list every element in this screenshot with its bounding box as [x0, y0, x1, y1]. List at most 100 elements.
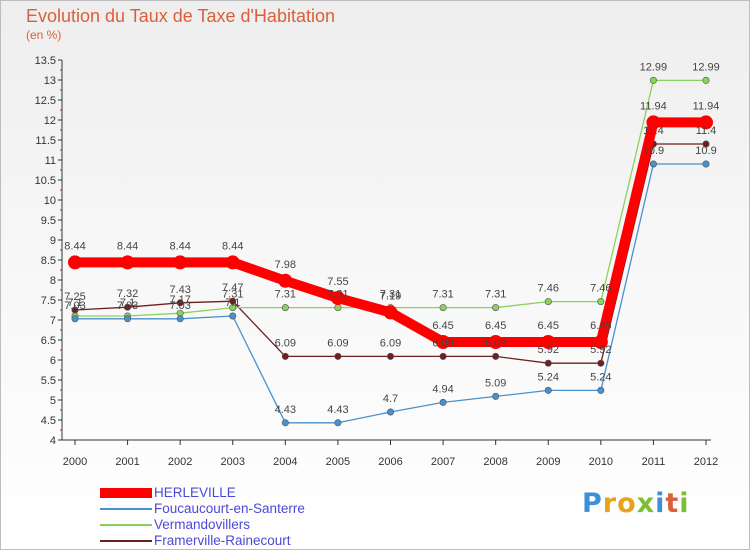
legend-label: HERLEVILLE — [154, 485, 236, 500]
legend-item: Foucaucourt-en-Santerre — [100, 501, 400, 517]
data-label: 4.94 — [432, 383, 453, 395]
y-tick-label: 8.5 — [41, 255, 56, 267]
x-tick-label: 2002 — [168, 456, 192, 468]
data-point — [281, 304, 289, 312]
data-label: 6.45 — [485, 320, 506, 332]
legend-swatch — [100, 524, 152, 526]
data-label: 8.44 — [169, 240, 190, 252]
line-chart: 4 4.5 5 5.5 6 6.5 7 7.5 8 8.5 9 9.5 10 10.5 11 11.5 12 12… — [35, 55, 720, 468]
data-label: 7.31 — [485, 289, 506, 301]
data-point — [492, 352, 500, 360]
data-point — [229, 304, 237, 312]
data-point — [173, 255, 188, 270]
data-label: 6.09 — [380, 337, 401, 349]
x-tick-label: 2003 — [221, 456, 245, 468]
data-label: 10.9 — [695, 145, 716, 157]
y-tick-label: 7.5 — [41, 295, 56, 307]
y-tick-label: 5 — [50, 395, 56, 407]
data-point — [176, 299, 184, 307]
x-tick-label: 2008 — [483, 456, 507, 468]
data-point — [544, 386, 552, 394]
legend-item: Framerville-Rainecourt — [100, 533, 400, 549]
proxiti-logo: Proxiti — [582, 488, 690, 519]
data-point — [383, 305, 398, 320]
data-point — [330, 291, 345, 305]
x-tick-label: 2001 — [115, 456, 139, 468]
y-tick-label: 9 — [50, 235, 56, 247]
data-point — [334, 419, 342, 427]
data-label: 5.92 — [590, 344, 611, 356]
chart-title: Evolution du Taux de Taxe d'Habitation — [26, 6, 335, 26]
y-tick-label: 13.5 — [35, 55, 56, 67]
data-point — [71, 315, 79, 323]
data-label: 7.17 — [169, 294, 190, 306]
data-point — [281, 352, 289, 360]
y-tick-label: 6 — [50, 355, 56, 367]
data-point — [439, 352, 447, 360]
data-label: 6.09 — [485, 337, 506, 349]
data-label: 7.03 — [117, 300, 138, 312]
data-label: 6.45 — [590, 320, 611, 332]
logo-letter: x — [636, 488, 656, 519]
x-tick-label: 2007 — [431, 456, 455, 468]
y-tick-label: 11.5 — [35, 135, 56, 147]
legend-item: HERLEVILLE — [100, 485, 400, 501]
y-tick-label: 7 — [50, 315, 56, 327]
chart-unit: (en %) — [26, 28, 62, 42]
y-tick-label: 11 — [45, 155, 56, 167]
y-tick-label: 9.5 — [41, 215, 56, 227]
y-tick-label: 4.5 — [41, 415, 56, 427]
x-tick-label: 2005 — [326, 456, 350, 468]
data-label: 4.7 — [383, 393, 398, 405]
data-label: 7.43 — [169, 284, 190, 296]
data-point — [436, 335, 451, 349]
x-tick-label: 2012 — [694, 456, 718, 468]
data-point — [597, 359, 605, 367]
data-label: 10.9 — [643, 145, 664, 157]
data-label: 7.31 — [432, 289, 453, 301]
legend-label: Framerville-Rainecourt — [154, 533, 291, 548]
data-point — [702, 140, 710, 148]
data-label: 7.31 — [327, 289, 348, 301]
data-label: 5.92 — [538, 344, 559, 356]
data-point — [649, 160, 657, 168]
x-tick-label: 2006 — [378, 456, 402, 468]
data-label: 7.1 — [67, 297, 82, 309]
x-tick-label: 2009 — [536, 456, 560, 468]
legend: HERLEVILLE Foucaucourt-en-Santerre Vermand… — [100, 485, 400, 549]
y-tick-label: 12 — [44, 115, 56, 127]
data-label: 7.03 — [64, 300, 85, 312]
data-point — [68, 255, 82, 270]
data-label: 7.1 — [120, 297, 135, 309]
data-point — [593, 335, 608, 349]
data-point — [334, 352, 342, 360]
data-label: 7.1 — [225, 297, 240, 309]
data-label: 7.46 — [590, 283, 611, 295]
data-label: 8.44 — [117, 240, 138, 252]
data-point — [544, 359, 552, 367]
legend-swatch — [100, 508, 152, 510]
data-point — [646, 115, 661, 130]
data-label: 6.45 — [432, 320, 453, 332]
y-tick-label: 10 — [44, 195, 56, 207]
data-point — [386, 408, 394, 416]
data-point — [439, 398, 447, 406]
data-point — [439, 304, 447, 312]
data-label: 11.4 — [643, 125, 664, 137]
legend-swatch — [100, 488, 152, 498]
y-tick-label: 10.5 — [35, 175, 56, 187]
data-point — [492, 304, 500, 312]
data-label: 6.45 — [538, 320, 559, 332]
data-label: 6.09 — [432, 337, 453, 349]
data-point — [544, 298, 552, 306]
data-label: 11.94 — [640, 100, 667, 112]
data-point — [702, 160, 710, 168]
data-point — [334, 304, 342, 312]
logo-letter: P — [582, 488, 603, 519]
x-tick-label: 2010 — [589, 456, 613, 468]
y-tick-label: 8 — [50, 275, 56, 287]
data-point — [488, 335, 503, 349]
data-label: 7.03 — [169, 300, 190, 312]
data-point — [597, 298, 605, 306]
